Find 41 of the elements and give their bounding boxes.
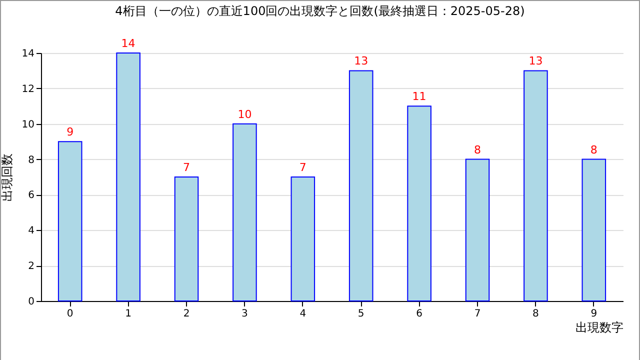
y-tick-label: 10 [22, 119, 34, 130]
bar [524, 70, 548, 302]
bar [232, 123, 257, 302]
y-tick-label: 14 [22, 48, 34, 60]
x-tick-label: 1 [125, 308, 132, 320]
x-tick-label: 2 [183, 308, 190, 320]
data-label: 14 [121, 37, 136, 50]
x-tick-label: 4 [300, 308, 306, 320]
x-tick-label: 0 [66, 308, 74, 320]
bar [465, 158, 490, 302]
chart-title: 4桁目（一の位）の直近100回の出現数字と回数(最終抽選日：2025-05-28) [114, 3, 526, 20]
data-label: 8 [474, 143, 481, 156]
y-tick-label: 6 [28, 190, 34, 202]
y-tick-label: 12 [22, 84, 34, 95]
data-label: 13 [354, 54, 368, 68]
data-label: 7 [299, 161, 306, 174]
data-label: 7 [183, 161, 190, 174]
x-tick-label: 5 [358, 308, 364, 320]
bar [174, 176, 199, 302]
y-tick-label: 0 [28, 296, 34, 308]
bar [290, 176, 316, 302]
x-tick-label: 8 [532, 308, 539, 320]
data-label: 9 [66, 126, 74, 139]
data-label: 8 [590, 143, 598, 156]
x-axis-title: 出現数字 [576, 320, 624, 334]
bar [116, 52, 140, 302]
y-axis-title: 出現回数 [0, 154, 14, 202]
y-tick-label: 4 [28, 226, 34, 237]
x-tick-label: 6 [416, 308, 422, 320]
data-label: 11 [412, 90, 426, 104]
y-tick-label: 8 [28, 154, 34, 166]
x-tick-label: 7 [474, 308, 481, 320]
bar [582, 158, 606, 302]
data-label: 13 [528, 54, 543, 68]
x-tick-label: 9 [590, 308, 598, 320]
y-tick-label: 2 [28, 261, 34, 272]
bar [348, 70, 374, 302]
bar [58, 141, 82, 302]
data-label: 10 [238, 108, 252, 121]
x-tick-label: 3 [242, 308, 248, 320]
bar [407, 106, 432, 302]
